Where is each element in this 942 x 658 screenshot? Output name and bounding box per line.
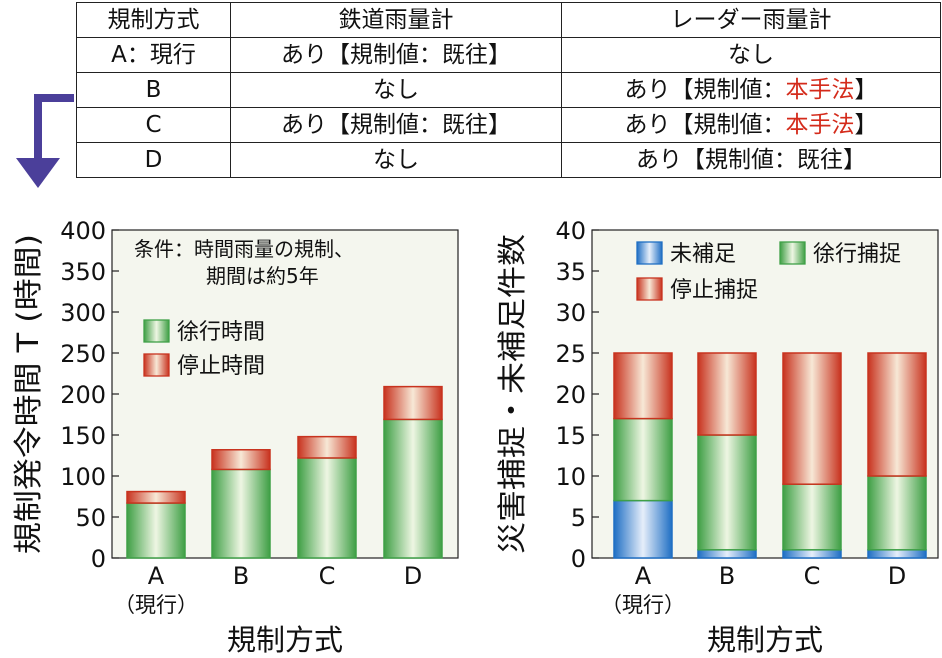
bar-segment	[697, 434, 757, 551]
legend-label: 未補足	[670, 242, 736, 267]
y-tick-label: 25	[555, 340, 586, 368]
bar-segment	[613, 417, 673, 502]
x-tick-sublabel: （現行）	[114, 593, 198, 617]
bar-segment	[782, 352, 842, 485]
radar-gauge-cell: あり【規制値：既往】	[561, 142, 941, 178]
x-axis-title: 規制方式	[707, 623, 823, 657]
bar-segment	[867, 475, 927, 551]
radar-text-end: 】	[854, 112, 878, 138]
x-tick-sublabel: （現行）	[601, 593, 685, 617]
y-tick-label: 0	[571, 545, 586, 573]
radar-text: なし	[728, 42, 774, 68]
bar-segment	[782, 483, 842, 551]
x-tick-label: C	[319, 562, 336, 590]
x-axis-title: 規制方式	[227, 623, 343, 657]
chart-annotation: 条件：時間雨量の規制、	[134, 237, 354, 261]
x-tick-label: A	[148, 562, 165, 590]
bar-segment	[211, 468, 271, 559]
bar-segment	[383, 385, 443, 421]
radar-text: あり【規制値：	[624, 112, 786, 138]
x-tick-label: B	[233, 562, 249, 590]
bar-segment	[867, 549, 927, 559]
radar-gauge-cell: なし	[561, 37, 941, 73]
legend-swatch	[779, 241, 806, 265]
legend-label: 徐行時間	[177, 320, 265, 345]
radar-gauge-cell: あり【規制値：本手法】	[561, 72, 941, 108]
x-tick-label: D	[404, 562, 422, 590]
bar-segment	[867, 352, 927, 477]
y-tick-label: 350	[60, 258, 106, 286]
rail-gauge-cell: なし	[230, 142, 562, 178]
y-tick-label: 150	[60, 422, 106, 450]
down-arrow-icon	[16, 94, 74, 188]
bar-segment	[383, 418, 443, 559]
y-tick-label: 15	[555, 422, 586, 450]
x-tick-label: C	[804, 562, 821, 590]
table-row: B なし あり【規制値：本手法】	[76, 72, 941, 108]
x-tick-label: D	[888, 562, 906, 590]
bar-segment	[297, 435, 357, 459]
method-cell: D	[76, 142, 231, 178]
y-tick-label: 400	[60, 217, 106, 245]
legend-swatch	[143, 319, 170, 343]
rail-gauge-cell: あり【規制値：既往】	[230, 107, 562, 143]
y-tick-label: 100	[60, 463, 106, 491]
regulation-time-chart: 0 50 100 150 200 250 300 350 400 A （現行） B C D 規制方式 規制発令…	[11, 217, 459, 657]
legend-swatch	[636, 241, 663, 265]
x-tick-label: A	[635, 562, 652, 590]
radar-text: あり【規制値：既往】	[636, 147, 866, 173]
radar-highlight: 本手法	[785, 112, 855, 138]
table-header: 鉄道雨量計	[230, 2, 562, 38]
legend-label: 停止捕捉	[670, 278, 758, 303]
bar-segment	[126, 502, 186, 559]
y-tick-label: 50	[75, 504, 106, 532]
regulation-method-table: 規制方式 鉄道雨量計 レーダー雨量計 A：現行 あり【規制値：既往】 なし B …	[76, 2, 941, 178]
bar-segment	[211, 449, 271, 471]
bar-segment	[613, 352, 673, 420]
radar-text: あり【規制値：	[624, 77, 786, 103]
bar-segment	[782, 549, 842, 559]
bar-segment	[613, 499, 673, 559]
y-tick-label: 40	[555, 217, 586, 245]
radar-text-end: 】	[854, 77, 878, 103]
legend-swatch	[143, 353, 170, 377]
bar-segment	[697, 549, 757, 559]
y-axis-title: 災害捕捉・未補足件数	[495, 234, 529, 554]
y-tick-label: 35	[555, 258, 586, 286]
bar-segment	[697, 352, 757, 436]
radar-highlight: 本手法	[785, 77, 855, 103]
table-header: レーダー雨量計	[561, 2, 941, 38]
y-tick-label: 30	[555, 299, 586, 327]
y-tick-label: 0	[91, 545, 106, 573]
y-axis-title: 規制発令時間 T (時間)	[11, 234, 45, 554]
rail-gauge-cell: なし	[230, 72, 562, 108]
y-tick-label: 20	[555, 381, 586, 409]
chart-annotation: 期間は約5年	[206, 264, 319, 288]
y-tick-label: 250	[60, 340, 106, 368]
y-tick-label: 5	[571, 504, 586, 532]
y-tick-label: 10	[555, 463, 586, 491]
table-row: D なし あり【規制値：既往】	[76, 142, 941, 178]
table-header: 規制方式	[76, 2, 231, 38]
legend-label: 停止時間	[177, 354, 265, 379]
table-header-row: 規制方式 鉄道雨量計 レーダー雨量計	[76, 2, 941, 38]
bar-segment	[126, 490, 186, 504]
disaster-capture-chart: 0 5 10 15 20 25 30 35 40 A （現行） B C D 規制方式 災害捕捉・未補足件数 未補…	[495, 217, 939, 657]
x-tick-label: B	[719, 562, 735, 590]
legend-swatch	[636, 277, 663, 301]
y-tick-label: 200	[60, 381, 106, 409]
y-tick-label: 300	[60, 299, 106, 327]
bar-segment	[297, 457, 357, 559]
legend-label: 徐行捕捉	[813, 242, 901, 267]
